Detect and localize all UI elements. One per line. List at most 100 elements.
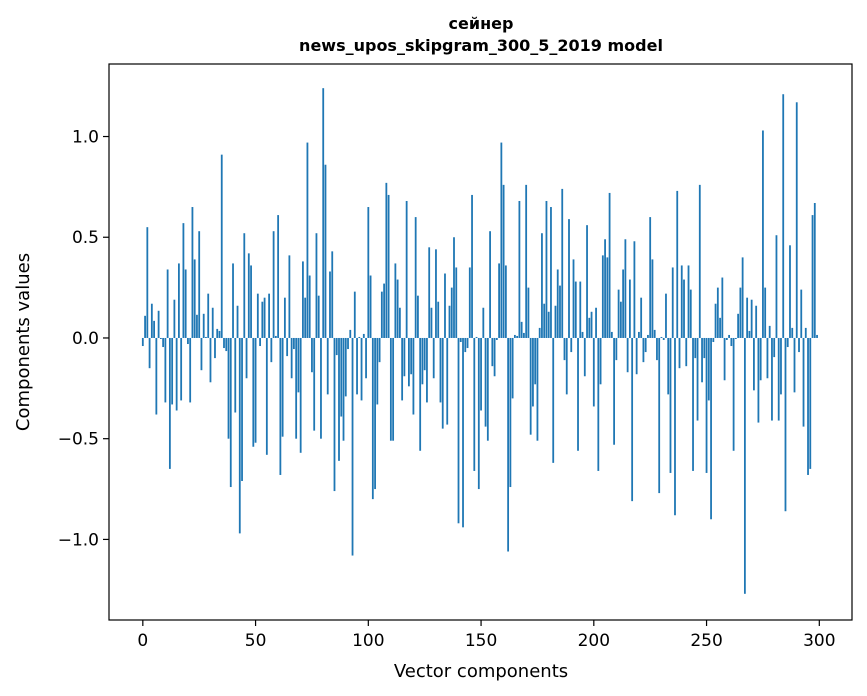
bar-20 [187,337,189,345]
bar-116 [403,337,406,377]
x-tick-label: 0 [137,631,148,651]
bar-192 [574,281,577,338]
bar-121 [414,217,417,338]
bar-219 [635,337,638,375]
bar-53 [261,301,264,338]
bar-112 [394,263,397,338]
bar-77 [315,233,318,338]
bar-136 [448,305,451,338]
bar-8 [159,337,162,339]
bar-149 [477,337,480,490]
bar-114 [398,307,401,338]
bar-51 [256,293,259,338]
bar-33 [216,328,219,338]
bar-159 [500,142,503,338]
bar-216 [628,279,631,338]
bar-264 [737,313,740,338]
bar-56 [268,293,270,338]
bar-63 [283,297,286,338]
bar-261 [730,337,733,347]
bar-81 [324,164,327,338]
bar-62 [281,337,284,437]
bar-145 [468,267,471,338]
bar-107 [383,283,385,338]
bar-40 [232,263,234,338]
bar-39 [229,337,232,488]
bar-123 [419,337,422,451]
bar-260 [728,334,730,338]
bar-283 [780,337,782,395]
x-tick-label: 150 [465,631,497,651]
bar-257 [721,277,724,338]
bar-135 [446,337,449,425]
bar-171 [527,287,530,338]
bar-209 [613,337,615,445]
bar-138 [453,237,455,338]
bar-25 [198,231,201,338]
x-tick-label: 200 [578,631,610,651]
bar-231 [662,337,665,340]
bar-181 [550,207,552,338]
bar-266 [741,257,744,338]
bar-220 [638,331,640,338]
bar-52 [259,337,261,347]
bar-61 [279,337,282,475]
bar-156 [493,337,496,377]
bar-227 [653,329,656,338]
bar-141 [459,337,462,342]
bar-173 [532,337,534,407]
x-tick-label: 100 [352,631,384,651]
bar-250 [705,337,708,473]
bar-188 [565,337,568,395]
bar-23 [193,259,196,338]
bar-291 [798,337,800,353]
bar-170 [525,184,528,338]
bar-276 [764,287,767,338]
bar-284 [782,94,785,338]
bar-288 [791,327,794,338]
bar-120 [412,337,415,415]
bar-296 [809,337,812,469]
bar-279 [771,337,773,421]
bar-278 [768,325,771,338]
bar-185 [559,285,561,338]
bar-287 [789,245,791,338]
bar-143 [464,337,467,353]
y-axis-label: Components values [13,253,34,431]
bar-180 [547,311,550,338]
bar-54 [263,297,266,338]
bar-240 [683,279,685,338]
bar-154 [489,231,491,338]
bar-46 [245,337,248,379]
bar-204 [601,255,604,338]
bar-36 [223,337,225,349]
bar-177 [541,233,543,338]
bar-144 [466,337,469,349]
x-tick-label: 50 [245,631,267,651]
bar-273 [757,337,760,423]
bar-234 [669,337,672,473]
bar-84 [331,251,334,338]
bar-104 [376,337,379,405]
bar-164 [511,337,514,399]
bar-6 [155,337,158,415]
bar-49 [252,337,255,447]
x-tick-label: 250 [690,631,722,651]
bar-28 [205,336,207,338]
bar-35 [220,154,223,338]
bar-230 [660,336,663,338]
bar-106 [380,291,383,338]
bar-92 [349,329,352,338]
y-tick-label: −0.5 [58,430,99,450]
bar-184 [556,269,559,338]
chart-title-line-1: сейнер [449,14,514,33]
bar-147 [473,337,476,471]
chart-title-line-2: news_upos_skipgram_300_5_2019 model [299,36,663,55]
bar-42 [236,305,239,338]
bar-34 [218,330,221,338]
bar-244 [692,337,694,471]
bar-15 [175,337,178,411]
bar-172 [529,337,532,435]
bars-group [141,88,818,594]
bar-213 [622,269,625,338]
